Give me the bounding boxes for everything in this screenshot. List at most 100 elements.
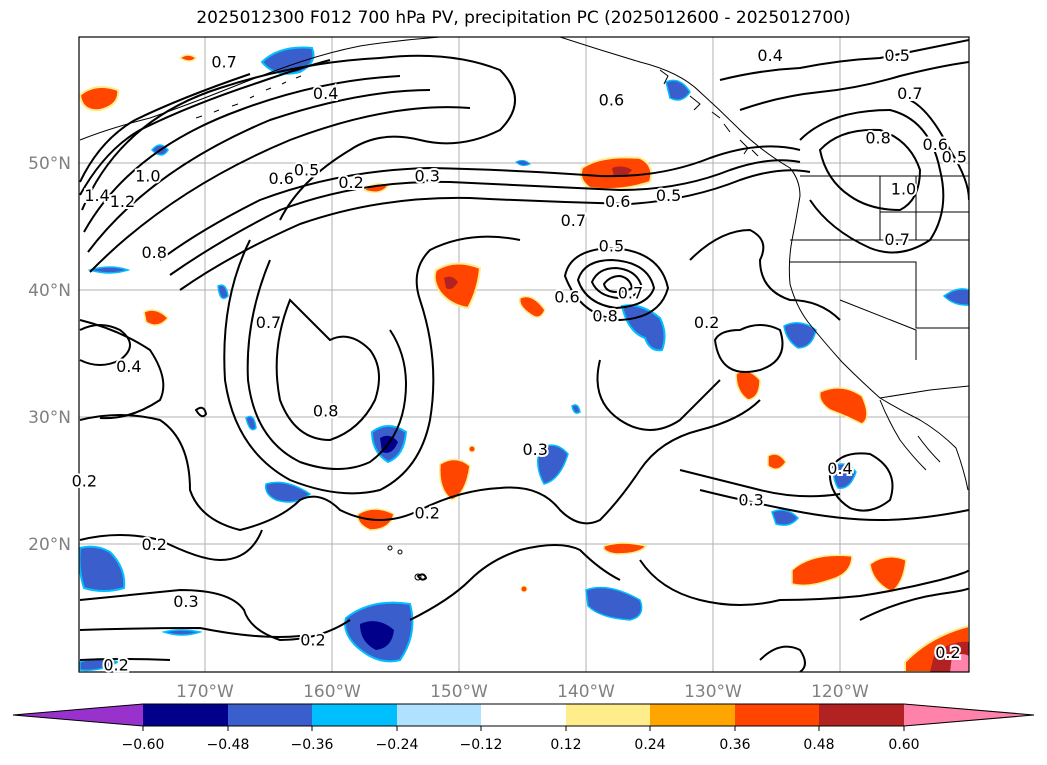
pv-contour-wide [79, 399, 761, 532]
precip-blob-negative [942, 288, 969, 306]
precip-blob-positive [439, 458, 471, 501]
colorbar-tick-label: −0.12 [460, 737, 503, 753]
contour-label: 0.2 [300, 630, 325, 649]
hawaii-island [397, 549, 403, 555]
colorbar-extend-high [904, 704, 1034, 726]
pv-contour-south [409, 544, 621, 621]
precip-blob-positive [433, 262, 482, 310]
pv-contour-west [79, 319, 165, 420]
precip-blob-negative [665, 79, 691, 101]
precip-blob-negative [217, 284, 229, 300]
contour-label: 0.5 [884, 46, 909, 65]
lon-label-130w: 130°W [684, 682, 742, 702]
pv-contour [89, 106, 471, 273]
colorbar-tick-label: 0.60 [888, 737, 919, 753]
precip-blob-negative [245, 415, 257, 431]
pv-contour-ne-cell [799, 108, 945, 254]
colorbar-tick-label: 0.48 [803, 737, 834, 753]
precip-blob-positive-core [612, 166, 632, 177]
contour-label: 0.7 [884, 230, 909, 249]
colorbar-tick-label: −0.36 [291, 737, 334, 753]
lon-label-170w: 170°W [176, 682, 234, 702]
map-title: 2025012300 F012 700 hPa PV, precipitatio… [196, 8, 851, 28]
precip-blob-positive [767, 453, 787, 470]
pv-contour-big-trough [223, 235, 521, 495]
pv-contour-south [79, 588, 351, 642]
pv-contour-south [79, 658, 171, 661]
colorbar-swatch [566, 704, 650, 726]
pv-contour-east [679, 469, 841, 498]
contour-label: 0.5 [599, 237, 624, 256]
precip-blob-positive [79, 85, 120, 112]
lat-label-30n: 30°N [28, 408, 71, 428]
pv-contour [169, 159, 801, 276]
colorbar-tick-label: 0.12 [550, 737, 581, 753]
precip-blob-negative [161, 629, 203, 636]
contour-label: 0.6 [554, 287, 579, 306]
lon-label-120w: 120°W [811, 682, 869, 702]
pv-contour-wide [713, 324, 784, 373]
lat-label-50n: 50°N [28, 154, 71, 174]
precip-blob-negative [832, 463, 857, 489]
colorbar-tick-label: 0.24 [634, 737, 665, 753]
lon-label-160w: 160°W [303, 682, 361, 702]
pv-contour-trough-inner [246, 259, 407, 470]
contour-label: 0.8 [865, 129, 890, 148]
pv-contour-ne [739, 61, 969, 111]
colorbar-extend-low [13, 704, 143, 726]
contour-label: 0.2 [415, 503, 440, 522]
state-borders [790, 176, 969, 360]
contour-label: 0.4 [313, 84, 338, 103]
colorbar: −0.60 −0.48 −0.36 −0.24 −0.12 0.12 0.24 … [12, 703, 1035, 753]
contour-label: 0.7 [618, 284, 643, 303]
contour-label: 0.4 [757, 46, 782, 65]
bc-islands [659, 69, 759, 157]
precip-blob-positive [468, 445, 476, 453]
pv-contour-closed-low [590, 266, 644, 300]
lon-label-140w: 140°W [557, 682, 615, 702]
colorbar-tick-label: 0.36 [719, 737, 750, 753]
lat-label-20n: 20°N [28, 535, 71, 555]
contour-label: 0.8 [141, 243, 166, 262]
contour-label: 0.6 [599, 91, 624, 110]
contour-label: 0.7 [256, 313, 281, 332]
contour-label: 0.7 [897, 84, 922, 103]
pv-contour-south [79, 529, 263, 562]
precip-blob-positive [518, 295, 546, 318]
contour-label: 0.7 [561, 211, 586, 230]
contour-label: 0.8 [592, 306, 617, 325]
map-frame [78, 36, 970, 673]
precip-blob-positive [520, 585, 528, 593]
pv-contour-small [194, 406, 208, 418]
pv-contour [179, 169, 811, 291]
pv-contour-wide [689, 228, 841, 321]
pv-contours [79, 39, 969, 672]
precip-blob-positive-core [444, 276, 458, 290]
mexico-border [879, 385, 969, 399]
pv-contour-outer [159, 145, 801, 261]
pv-contour-loop [279, 54, 516, 221]
precip-blob-negative [79, 545, 126, 592]
colorbar-tick-label: −0.48 [207, 737, 250, 753]
colorbar-swatch [650, 704, 735, 726]
contour-label: 0.2 [72, 472, 97, 491]
pv-contour-south [759, 645, 806, 672]
baja-coast [879, 399, 941, 471]
precip-blob-positive [178, 54, 198, 62]
precip-blob-positive [869, 556, 907, 593]
pv-contour-closed-low [563, 246, 670, 322]
precip-blob-negative-core [360, 621, 394, 650]
precip-blob-negative [783, 322, 817, 349]
precip-blob-positive-max [950, 654, 969, 672]
contour-label: 0.6 [268, 169, 293, 188]
contour-label: 0.5 [294, 160, 319, 179]
precip-blob-negative [585, 586, 643, 621]
colorbar-tick-label: −0.60 [122, 737, 165, 753]
precip-blob-positive [143, 309, 170, 326]
pv-contour-small [416, 573, 428, 581]
pv-contour-ne-cell [818, 128, 922, 212]
pv-contour-south [639, 559, 969, 606]
us-west-coast [788, 195, 969, 491]
pv-contour-east [699, 489, 969, 522]
colorbar-swatch [228, 704, 312, 726]
